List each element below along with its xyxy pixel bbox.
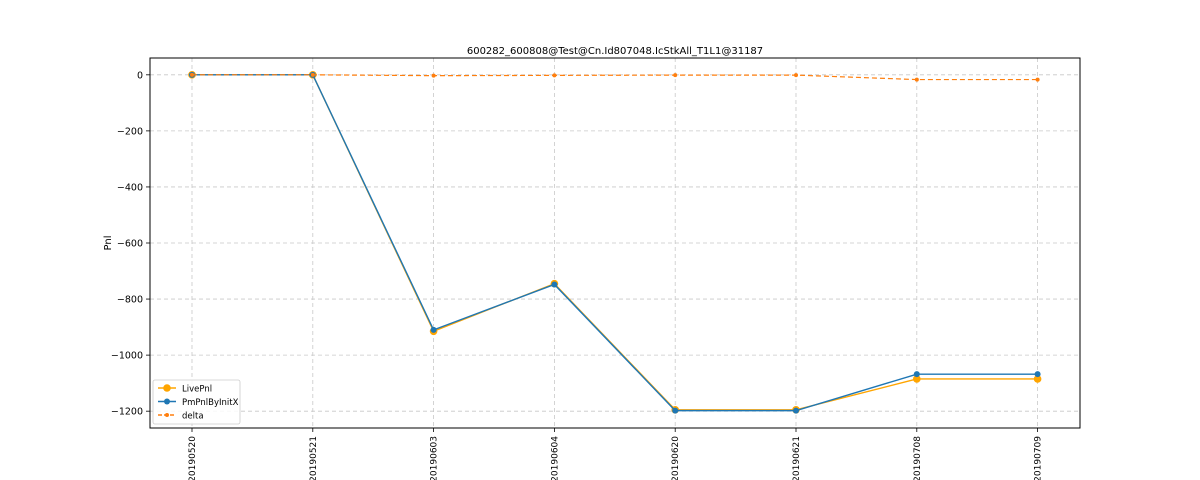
legend-label: PmPnlByInitX — [182, 398, 239, 408]
y-tick-label: −600 — [117, 239, 143, 250]
x-axis: 20190520 20190521 20190603 20190604 20190620… — [188, 428, 1044, 480]
legend-box — [152, 379, 241, 425]
data-point — [1035, 77, 1040, 82]
series-group — [188, 71, 1042, 414]
y-tick-label: −400 — [117, 182, 143, 193]
legend: LivePnl PmPnlByInitX delta — [152, 379, 241, 425]
legend-swatch-marker — [165, 413, 169, 417]
data-point — [1033, 375, 1042, 383]
chart-title: 600282_600808@Test@Cn.Id807048.IcStkAll_… — [467, 46, 763, 57]
y-tick-label: −1200 — [111, 407, 143, 418]
legend-swatch-marker — [163, 384, 171, 392]
series-line — [192, 74, 1038, 412]
data-point — [431, 73, 436, 78]
data-point — [914, 77, 919, 82]
data-point — [793, 407, 799, 414]
y-axis: 0 −200 −400 −600 −800 −1000 −1200 — [111, 70, 150, 418]
series-LivePnl — [188, 71, 1042, 414]
data-point — [190, 72, 194, 77]
x-tick-label: 20190620 — [671, 436, 681, 480]
x-tick-label: 20190708 — [913, 436, 923, 480]
x-tick-label: 20190603 — [430, 436, 440, 480]
grid — [150, 58, 1080, 428]
x-tick-label: 20190520 — [188, 436, 198, 480]
x-tick-label: 20190604 — [550, 436, 560, 480]
series-line — [192, 74, 1038, 411]
data-point — [794, 73, 798, 78]
y-tick-label: −800 — [117, 295, 143, 306]
legend-label: LivePnl — [182, 385, 212, 395]
series-delta — [190, 72, 1040, 82]
x-tick-label: 20190521 — [309, 436, 319, 480]
data-point — [551, 281, 558, 288]
data-point — [430, 326, 437, 333]
data-point — [673, 73, 678, 78]
y-tick-label: −1000 — [111, 351, 143, 362]
x-tick-label: 20190621 — [792, 436, 802, 480]
y-axis-label: Pnl — [103, 236, 114, 251]
data-point — [913, 371, 920, 378]
data-point — [310, 72, 315, 77]
data-point — [913, 375, 921, 383]
data-point — [1034, 371, 1041, 378]
y-tick-label: 0 — [137, 70, 143, 81]
legend-label: delta — [182, 412, 204, 422]
series-line — [192, 74, 1038, 81]
legend-swatch-marker — [164, 398, 170, 405]
data-point — [552, 73, 557, 78]
data-point — [672, 407, 679, 414]
y-tick-label: −200 — [117, 126, 143, 137]
x-tick-label: 20190709 — [1034, 436, 1044, 480]
